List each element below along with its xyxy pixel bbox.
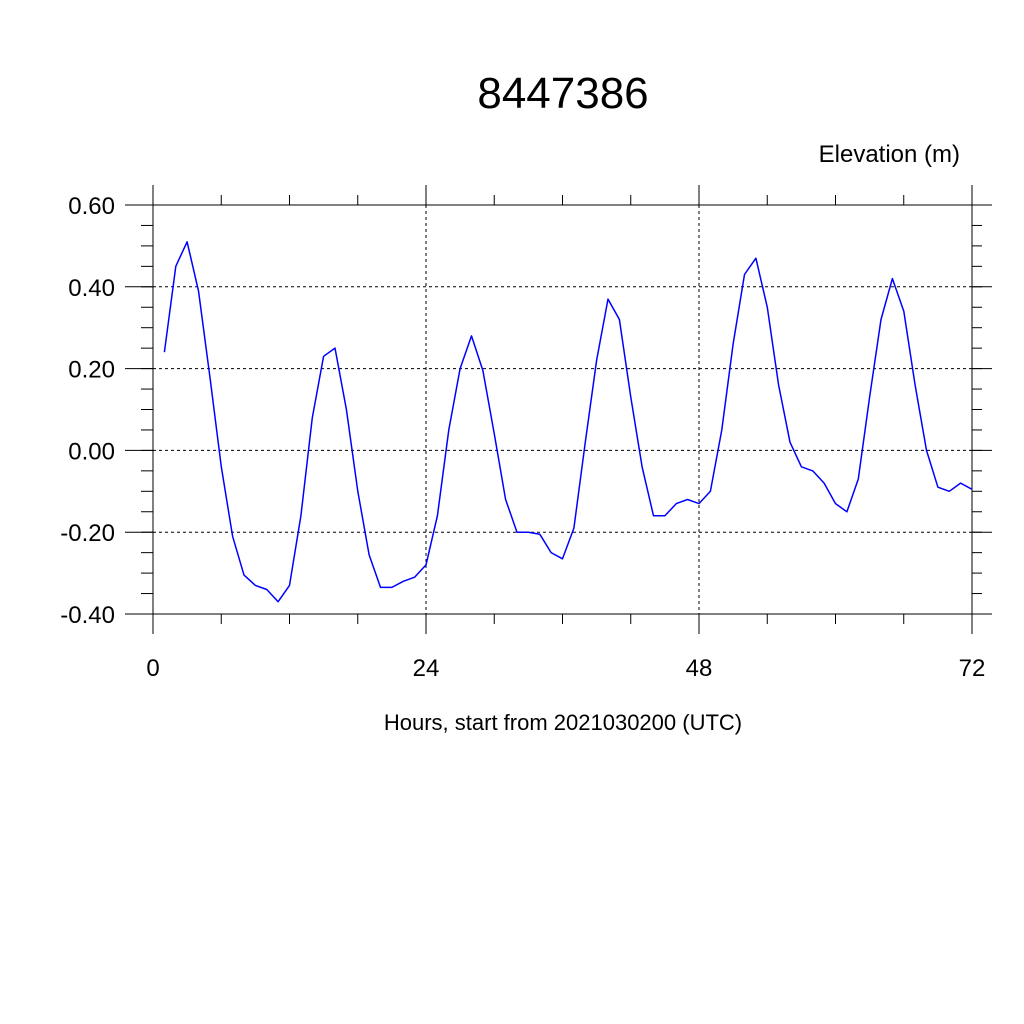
y-tick-label: 0.40 (68, 275, 115, 302)
y-tick-label: 0.60 (68, 193, 115, 220)
tick-labels: -0.40 -0.20 0.00 0.20 0.40 0.60 0 24 48 72 (60, 193, 985, 682)
series-line (163, 241, 973, 603)
y-tick-label: 0.00 (68, 438, 115, 465)
x-tick-label: 0 (146, 655, 159, 682)
x-tick-label: 24 (413, 655, 440, 682)
y-tick-label: -0.20 (60, 520, 115, 547)
chart-title: 8447386 (477, 69, 648, 118)
series-layer (163, 241, 973, 603)
axes (125, 185, 992, 634)
y-tick-label: 0.20 (68, 357, 115, 384)
y-axis-label: Elevation (m) (819, 141, 960, 168)
x-axis-label: Hours, start from 2021030200 (UTC) (384, 710, 742, 735)
x-tick-label: 48 (686, 655, 713, 682)
x-tick-label: 72 (959, 655, 986, 682)
y-tick-label: -0.40 (60, 602, 115, 629)
